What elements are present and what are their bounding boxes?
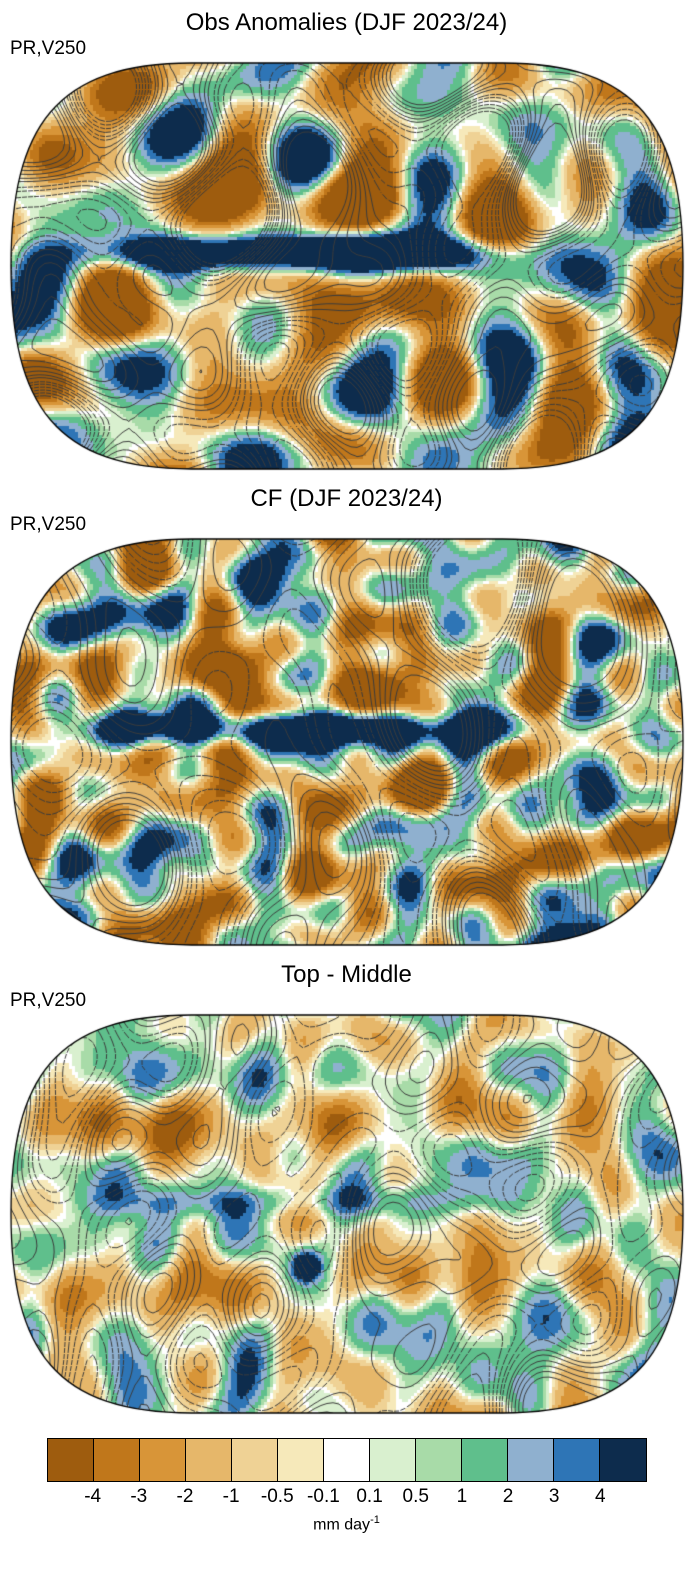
colorbar-tick-label: -3 <box>130 1486 148 1507</box>
panel-obs: Obs Anomalies (DJF 2023/24) PR,V250 <box>0 8 693 472</box>
colorbar-tick-label: 1 <box>456 1486 468 1507</box>
colorbar-tick-label: -0.1 <box>307 1486 340 1507</box>
unit-text: mm day <box>313 1516 371 1534</box>
colorbar-cell <box>600 1439 646 1481</box>
colorbar-ticks: -4 -3 -2 -1 -0.5 -0.1 0.1 0.5 1 2 3 4 <box>47 1486 647 1512</box>
colorbar-tick-label: 3 <box>548 1486 560 1507</box>
field-variable-label: PR,V250 <box>10 38 87 59</box>
colorbar-tick-label: -4 <box>84 1486 102 1507</box>
colorbar-cell <box>139 1439 186 1481</box>
colorbar-cell <box>462 1439 509 1481</box>
colorbar-tick-label: -1 <box>222 1486 240 1507</box>
colorbar-tick-label: 0.5 <box>402 1486 429 1507</box>
colorbar-cell <box>554 1439 601 1481</box>
colorbar-cell <box>231 1439 278 1481</box>
colorbar-cell <box>47 1439 94 1481</box>
field-variable-label: PR,V250 <box>10 514 87 535</box>
colorbar-tick-label: -0.5 <box>260 1486 294 1507</box>
colorbar-cell <box>93 1439 140 1481</box>
colorbar-cell <box>508 1439 555 1481</box>
world-map-cf <box>8 536 685 948</box>
colorbar-cell <box>185 1439 232 1481</box>
colorbar-cell <box>323 1439 371 1481</box>
panel-title: Top - Middle <box>281 961 412 988</box>
colorbar-tick-label: -2 <box>176 1486 194 1507</box>
colorbar <box>46 1438 647 1482</box>
colorbar-tick-label: 2 <box>502 1486 514 1507</box>
colorbar-tick-label: 4 <box>595 1486 606 1507</box>
unit-exponent: -1 <box>370 1514 380 1526</box>
colorbar-wrap: -4 -3 -2 -1 -0.5 -0.1 0.1 0.5 1 2 3 4 mm day-1 <box>0 1438 693 1544</box>
panel-title: Obs Anomalies (DJF 2023/24) <box>185 9 508 36</box>
panel-cf: CF (DJF 2023/24) PR,V250 <box>0 484 693 948</box>
world-map-obs <box>8 60 685 472</box>
world-map-diff <box>8 1012 685 1416</box>
field-variable-label: PR,V250 <box>10 990 87 1011</box>
colorbar-unit-label: mm day-1 <box>0 1514 693 1544</box>
panel-diff: Top - Middle PR,V250 <box>0 960 693 1416</box>
colorbar-cell <box>277 1439 324 1481</box>
panel-title: CF (DJF 2023/24) <box>250 485 443 512</box>
colorbar-cell <box>370 1439 417 1481</box>
colorbar-cell <box>416 1439 463 1481</box>
colorbar-tick-label: 0.1 <box>356 1486 383 1507</box>
